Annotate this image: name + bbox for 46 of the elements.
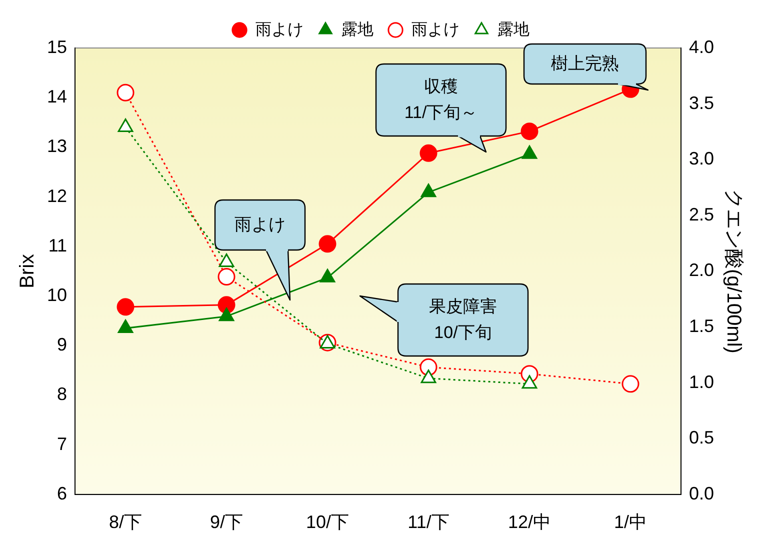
y-tick-label: 13 bbox=[46, 136, 68, 156]
y-tick-label: 10 bbox=[46, 284, 68, 305]
y-tick-label: 14 bbox=[46, 86, 68, 107]
point bbox=[622, 375, 640, 393]
y-tick-label: 15 bbox=[46, 36, 68, 57]
y2-tick-label: 1.5 bbox=[688, 316, 714, 336]
point bbox=[520, 122, 538, 140]
y-tick-label: 6 bbox=[57, 483, 68, 504]
point bbox=[420, 144, 438, 162]
y2-tick-label: 1.0 bbox=[688, 372, 714, 392]
x-tick-label: 11/下 bbox=[408, 512, 450, 532]
x-tick-label: 9/下 bbox=[210, 512, 244, 532]
y2-tick-label: 2.5 bbox=[688, 204, 714, 224]
y-tick-label: 9 bbox=[57, 334, 68, 355]
y2-tick-label: 0.5 bbox=[688, 428, 714, 448]
point bbox=[116, 84, 134, 102]
point bbox=[320, 268, 336, 282]
legend-label: 雨よけ bbox=[412, 21, 460, 38]
legend-label: 雨よけ bbox=[256, 21, 304, 38]
annotation: 雨よけ bbox=[234, 214, 286, 236]
y2-axis-title: クエン酸(g/100ml) bbox=[722, 188, 744, 354]
point bbox=[420, 184, 436, 198]
x-tick-label: 12/中 bbox=[508, 512, 552, 532]
annotation: 収穫 11/下旬～ bbox=[404, 76, 478, 124]
legend-label: 露地 bbox=[342, 20, 374, 38]
y2-tick-label: 2.0 bbox=[688, 260, 714, 280]
y-tick-label: 8 bbox=[57, 384, 68, 404]
point bbox=[318, 235, 336, 253]
point bbox=[218, 254, 234, 268]
x-tick-label: 1/中 bbox=[614, 512, 647, 532]
x-tick-label: 10/下 bbox=[306, 512, 350, 532]
point bbox=[118, 319, 134, 333]
annotation: 樹上完熟 bbox=[551, 53, 619, 75]
y-axis-title: Brix bbox=[16, 254, 39, 288]
point bbox=[218, 308, 234, 322]
y2-tick-label: 4.0 bbox=[688, 36, 714, 57]
x-tick-label: 8/下 bbox=[109, 512, 142, 532]
annotation: 果皮障害 10/下旬 bbox=[429, 296, 497, 344]
legend-label: 露地 bbox=[498, 20, 530, 38]
y2-tick-label: 3.5 bbox=[688, 92, 714, 113]
y-tick-label: 12 bbox=[46, 186, 68, 206]
point bbox=[218, 268, 236, 286]
y2-tick-label: 0.0 bbox=[688, 483, 714, 504]
y-tick-label: 11 bbox=[48, 235, 68, 256]
y2-tick-label: 3.0 bbox=[688, 148, 714, 169]
y-tick-label: 7 bbox=[57, 434, 68, 454]
